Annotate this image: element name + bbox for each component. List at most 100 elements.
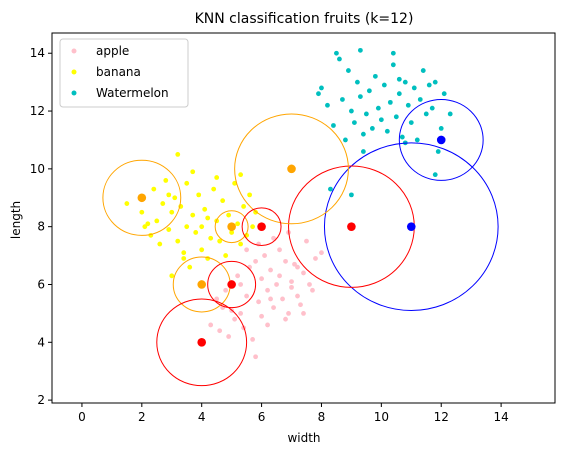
data-point-apple bbox=[295, 264, 300, 270]
data-point-watermelon bbox=[384, 128, 390, 134]
data-point-watermelon bbox=[396, 76, 402, 82]
query-point bbox=[227, 222, 236, 231]
data-point-apple bbox=[214, 296, 220, 302]
query-point bbox=[436, 135, 446, 145]
data-point-watermelon bbox=[372, 73, 378, 79]
data-point-apple bbox=[301, 270, 306, 276]
data-point-watermelon bbox=[316, 91, 321, 97]
data-point-apple bbox=[268, 296, 273, 302]
data-point-watermelon bbox=[319, 85, 324, 91]
data-point-banana bbox=[145, 221, 151, 227]
legend-label: Watermelon bbox=[96, 86, 169, 100]
neighborhood-circle bbox=[102, 159, 182, 236]
data-point-banana bbox=[208, 235, 214, 241]
data-point-watermelon bbox=[396, 91, 402, 97]
data-point-banana bbox=[151, 186, 157, 192]
data-point-watermelon bbox=[399, 134, 405, 140]
data-point-watermelon bbox=[340, 97, 345, 102]
data-point-watermelon bbox=[429, 105, 435, 111]
data-point-apple bbox=[307, 282, 312, 287]
data-point-banana bbox=[214, 175, 220, 180]
data-point-watermelon bbox=[337, 56, 342, 62]
data-point-banana bbox=[160, 201, 166, 206]
data-point-apple bbox=[256, 299, 261, 305]
data-point-apple bbox=[289, 279, 294, 284]
data-point-apple bbox=[244, 293, 250, 299]
data-point-apple bbox=[208, 322, 214, 328]
data-point-banana bbox=[184, 224, 190, 230]
neighborhood-circle bbox=[214, 210, 249, 244]
data-point-banana bbox=[163, 178, 169, 183]
data-point-watermelon bbox=[420, 68, 426, 73]
data-point-watermelon bbox=[360, 131, 366, 137]
data-point-banana bbox=[241, 204, 247, 209]
data-point-watermelon bbox=[402, 79, 408, 85]
data-point-watermelon bbox=[363, 111, 369, 117]
data-point-banana bbox=[172, 195, 178, 201]
data-point-banana bbox=[175, 152, 181, 157]
data-point-watermelon bbox=[369, 125, 375, 131]
data-point-banana bbox=[223, 253, 229, 258]
data-point-watermelon bbox=[375, 105, 381, 111]
data-point-apple bbox=[283, 316, 288, 322]
x-tick-label: 2 bbox=[138, 410, 146, 424]
neighborhood-circle bbox=[241, 207, 282, 246]
query-point bbox=[287, 164, 296, 174]
data-point-watermelon bbox=[328, 186, 333, 192]
data-point-watermelon bbox=[381, 82, 387, 88]
data-point-banana bbox=[238, 172, 244, 178]
query-point bbox=[406, 222, 416, 231]
data-point-apple bbox=[250, 337, 256, 342]
data-point-apple bbox=[283, 258, 288, 264]
data-point-apple bbox=[295, 293, 300, 299]
x-axis-ticks: 0 2 4 6 8 10 12 14 bbox=[78, 403, 509, 424]
y-tick-label: 2 bbox=[37, 393, 45, 407]
legend-marker bbox=[71, 90, 77, 96]
data-point-watermelon bbox=[432, 79, 438, 85]
data-point-watermelon bbox=[435, 149, 441, 154]
x-tick-label: 6 bbox=[258, 410, 266, 424]
data-point-watermelon bbox=[366, 88, 372, 94]
data-point-banana bbox=[229, 230, 235, 235]
data-point-watermelon bbox=[411, 85, 417, 91]
data-point-apple bbox=[235, 273, 241, 279]
data-point-banana bbox=[190, 212, 196, 218]
query-point bbox=[227, 280, 236, 289]
data-point-banana bbox=[247, 192, 253, 198]
data-point-banana bbox=[139, 209, 145, 215]
query-point bbox=[137, 193, 147, 203]
x-tick-label: 10 bbox=[374, 410, 389, 424]
y-tick-label: 14 bbox=[30, 46, 45, 60]
data-point-watermelon bbox=[447, 111, 453, 117]
y-axis-label: length bbox=[9, 201, 23, 239]
data-point-apple bbox=[238, 310, 244, 316]
data-point-apple bbox=[310, 287, 315, 293]
data-point-watermelon bbox=[334, 50, 339, 56]
data-point-watermelon bbox=[360, 149, 366, 154]
data-point-banana bbox=[235, 221, 241, 227]
data-point-banana bbox=[217, 238, 223, 244]
x-tick-label: 4 bbox=[198, 410, 206, 424]
x-tick-label: 8 bbox=[318, 410, 326, 424]
data-point-banana bbox=[181, 256, 187, 261]
data-point-banana bbox=[220, 198, 226, 204]
data-point-apple bbox=[259, 313, 264, 319]
data-point-banana bbox=[124, 201, 130, 206]
data-point-apple bbox=[304, 238, 309, 244]
query-points bbox=[137, 135, 446, 347]
data-point-banana bbox=[184, 180, 190, 186]
data-point-watermelon bbox=[390, 50, 396, 56]
legend-label: apple bbox=[96, 44, 129, 58]
data-point-apple bbox=[238, 282, 244, 287]
data-point-watermelon bbox=[325, 102, 330, 108]
data-point-apple bbox=[223, 287, 229, 293]
data-point-apple bbox=[253, 258, 258, 264]
data-point-banana bbox=[196, 192, 202, 198]
data-point-apple bbox=[253, 354, 258, 360]
data-point-watermelon bbox=[346, 68, 351, 73]
data-point-banana bbox=[175, 238, 181, 244]
neighborhood-circle bbox=[323, 142, 499, 311]
data-point-banana bbox=[190, 169, 196, 175]
data-point-banana bbox=[166, 192, 172, 198]
